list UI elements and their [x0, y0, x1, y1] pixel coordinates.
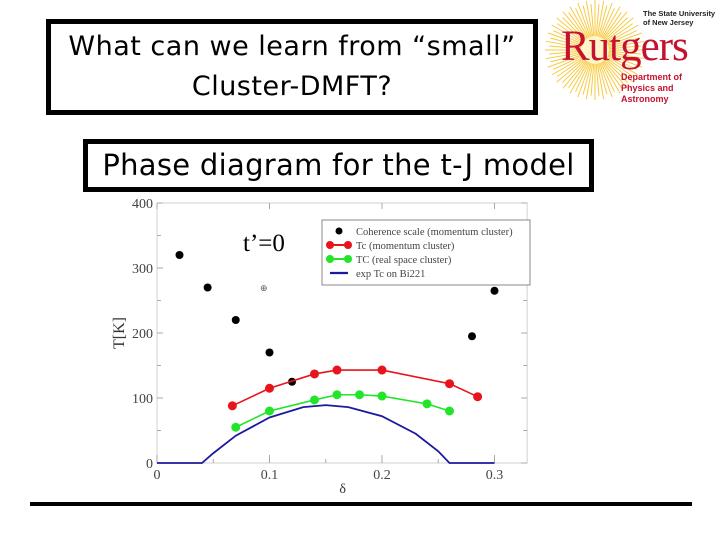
rutgers-wordmark: Rutgers: [561, 23, 689, 70]
data-point: [265, 383, 274, 393]
university-line2: of New Jersey: [643, 18, 694, 27]
series-line-3: [157, 404, 495, 464]
x-tick-label: 0.2: [373, 468, 391, 483]
zoom-cursor-icon: ⊕: [260, 283, 268, 293]
legend-label: exp Tc on Bi221: [356, 269, 425, 280]
legend-box: [321, 219, 531, 286]
data-point: [265, 406, 274, 416]
data-point: [422, 399, 432, 409]
x-tick-label: 0.1: [261, 468, 279, 483]
y-tick-label: 300: [132, 262, 153, 277]
data-point: [310, 369, 319, 379]
y-tick-label: 100: [132, 392, 153, 407]
data-point: [203, 283, 212, 292]
chart-canvas: 0 100 200 300 400 0 0.1 0.2 0.3 δ T[K] t’=0 Coherenc…: [111, 197, 531, 497]
legend-label: Coherence scale (momentum cluster): [356, 227, 513, 238]
data-point: [377, 391, 387, 401]
university-name: The State University of New Jersey: [643, 9, 720, 27]
data-point: [231, 422, 241, 432]
phase-diagram-chart: 0 100 200 300 400 0 0.1 0.2 0.3 δ T[K] t’=0 Coherenc…: [100, 195, 540, 497]
department-name: Department of Physics and Astronomy: [621, 72, 720, 105]
legend-marker: [344, 241, 352, 249]
dept-line2: Physics and Astronomy: [621, 83, 674, 104]
legend-marker: [335, 227, 343, 235]
legend-marker: [344, 255, 352, 263]
legend-label: TC (real space cluster): [356, 255, 452, 266]
subtitle-box: Phase diagram for the t-J model: [83, 139, 594, 192]
y-axis-label: T[K]: [111, 317, 128, 349]
series-line-2: [235, 393, 450, 428]
university-line1: The State University: [643, 9, 716, 18]
data-point: [468, 332, 476, 341]
data-point: [231, 316, 240, 324]
x-tick-label: 0: [154, 468, 161, 483]
x-axis-label: δ: [339, 482, 346, 495]
y-tick-label: 0: [146, 457, 153, 472]
bottom-divider: [30, 502, 692, 506]
data-point: [332, 365, 342, 375]
dept-line1: Department of: [621, 72, 683, 82]
data-point: [265, 348, 274, 357]
data-point: [445, 406, 454, 416]
slide-title-line1: What can we learn from “small”: [68, 31, 516, 62]
data-point: [355, 390, 364, 400]
data-point: [490, 286, 499, 295]
rutgers-logo: The State University of New Jersey Rutge…: [545, 0, 720, 104]
data-point: [445, 379, 454, 389]
data-point: [377, 365, 387, 375]
slide-title-box: What can we learn from “small” Cluster-D…: [46, 19, 538, 115]
legend-marker: [326, 241, 334, 249]
t-prime-annotation: t’=0: [243, 230, 285, 257]
data-point: [332, 390, 342, 400]
data-point: [227, 401, 237, 411]
y-tick-label: 400: [132, 197, 153, 212]
subtitle: Phase diagram for the t-J model: [102, 148, 575, 182]
y-tick-label: 200: [132, 327, 153, 342]
data-point: [175, 251, 184, 259]
legend-label: Tc (momentum cluster): [356, 241, 455, 252]
x-tick-label: 0.3: [486, 468, 504, 483]
legend-marker: [326, 255, 334, 263]
data-point: [310, 395, 319, 405]
slide-title-line2: Cluster-DMFT?: [191, 71, 393, 102]
sunburst-icon: [545, 0, 645, 100]
data-point: [473, 392, 483, 402]
